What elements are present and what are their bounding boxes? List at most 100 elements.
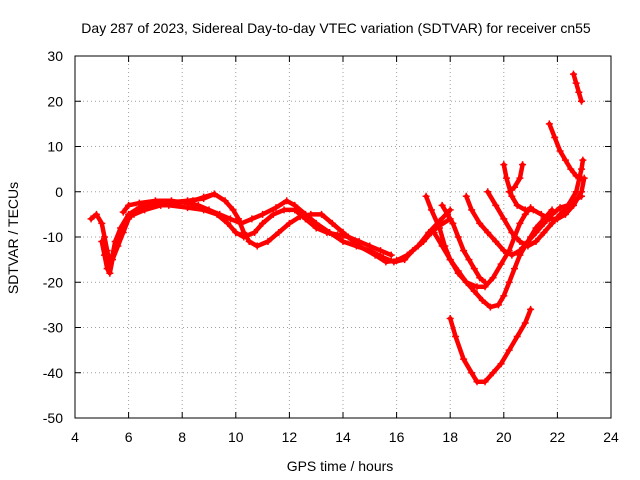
data-point [468,206,476,214]
data-point [551,133,559,141]
data-point [119,208,127,216]
data-point [508,228,516,236]
data-point [521,319,529,327]
data-point [486,303,494,311]
data-point [556,204,564,212]
data-point [226,215,234,223]
data-point [245,238,253,246]
data-point [427,206,435,214]
series-track-d [130,190,454,266]
data-point [505,346,513,354]
data-point [285,219,293,227]
y-tick-label: -20 [43,274,63,290]
y-tick-label: 0 [55,184,63,200]
data-point [516,219,524,227]
data-point [312,219,320,227]
x-tick-label: 18 [442,429,458,445]
x-tick-label: 14 [335,429,351,445]
x-tick-label: 4 [71,429,79,445]
data-point [556,147,564,155]
data-point [454,233,462,241]
data-point [497,260,505,268]
series-line [423,194,533,290]
data-point [229,206,237,214]
data-point [524,242,532,250]
y-tick-label: -50 [43,410,63,426]
data-point [205,206,213,214]
data-point [478,296,486,304]
data-point [564,201,572,209]
x-tick-label: 8 [178,429,186,445]
data-point [259,210,267,218]
data-point [516,174,524,182]
data-point [307,210,315,218]
data-point [545,215,553,223]
data-point [452,333,460,341]
series-line [547,121,584,181]
data-point [130,210,138,218]
data-point [232,228,240,236]
data-point [540,228,548,236]
data-point [462,192,470,200]
data-point [430,228,438,236]
data-point [513,333,521,341]
data-point [371,251,379,259]
x-tick-label: 10 [228,429,244,445]
data-point [508,251,516,259]
x-tick-label: 24 [603,429,619,445]
data-point [446,206,454,214]
data-point [449,219,457,227]
data-point [221,197,229,205]
data-point [438,201,446,209]
data-point [339,238,347,246]
data-point [414,242,422,250]
data-point [492,238,500,246]
data-point [545,120,553,128]
data-point [473,283,481,291]
data-point [280,206,288,214]
data-point [575,88,583,96]
data-point [508,192,516,200]
data-point [87,215,95,223]
data-point [465,256,473,264]
data-point [296,213,304,221]
data-point [489,369,497,377]
data-point [537,210,545,218]
data-point [251,228,259,236]
data-point [516,238,524,246]
data-point [497,360,505,368]
data-point [556,210,564,218]
data-point [462,278,470,286]
series-track-h [462,192,586,259]
data-point [500,215,508,223]
data-point [500,247,508,255]
data-point [446,314,454,322]
data-point [481,378,489,386]
x-tick-label: 22 [550,429,566,445]
data-point [511,265,519,273]
data-point [516,247,524,255]
data-point [505,188,513,196]
data-point [259,219,267,227]
data-point [513,201,521,209]
data-point [519,161,527,169]
series-line [485,157,586,249]
data-point [114,242,122,250]
data-point [438,242,446,250]
data-point [135,199,143,207]
y-tick-label: -30 [43,320,63,336]
data-point [435,224,443,232]
data-point [269,210,277,218]
data-point [275,228,283,236]
data-point [234,215,242,223]
data-point [502,174,510,182]
data-point [125,215,133,223]
x-tick-label: 20 [496,429,512,445]
series-track-n [505,161,527,196]
data-point [446,256,454,264]
data-point [579,156,587,164]
data-point [529,206,537,214]
data-point [272,204,280,212]
series-track-m [569,70,586,105]
data-point [377,247,385,255]
